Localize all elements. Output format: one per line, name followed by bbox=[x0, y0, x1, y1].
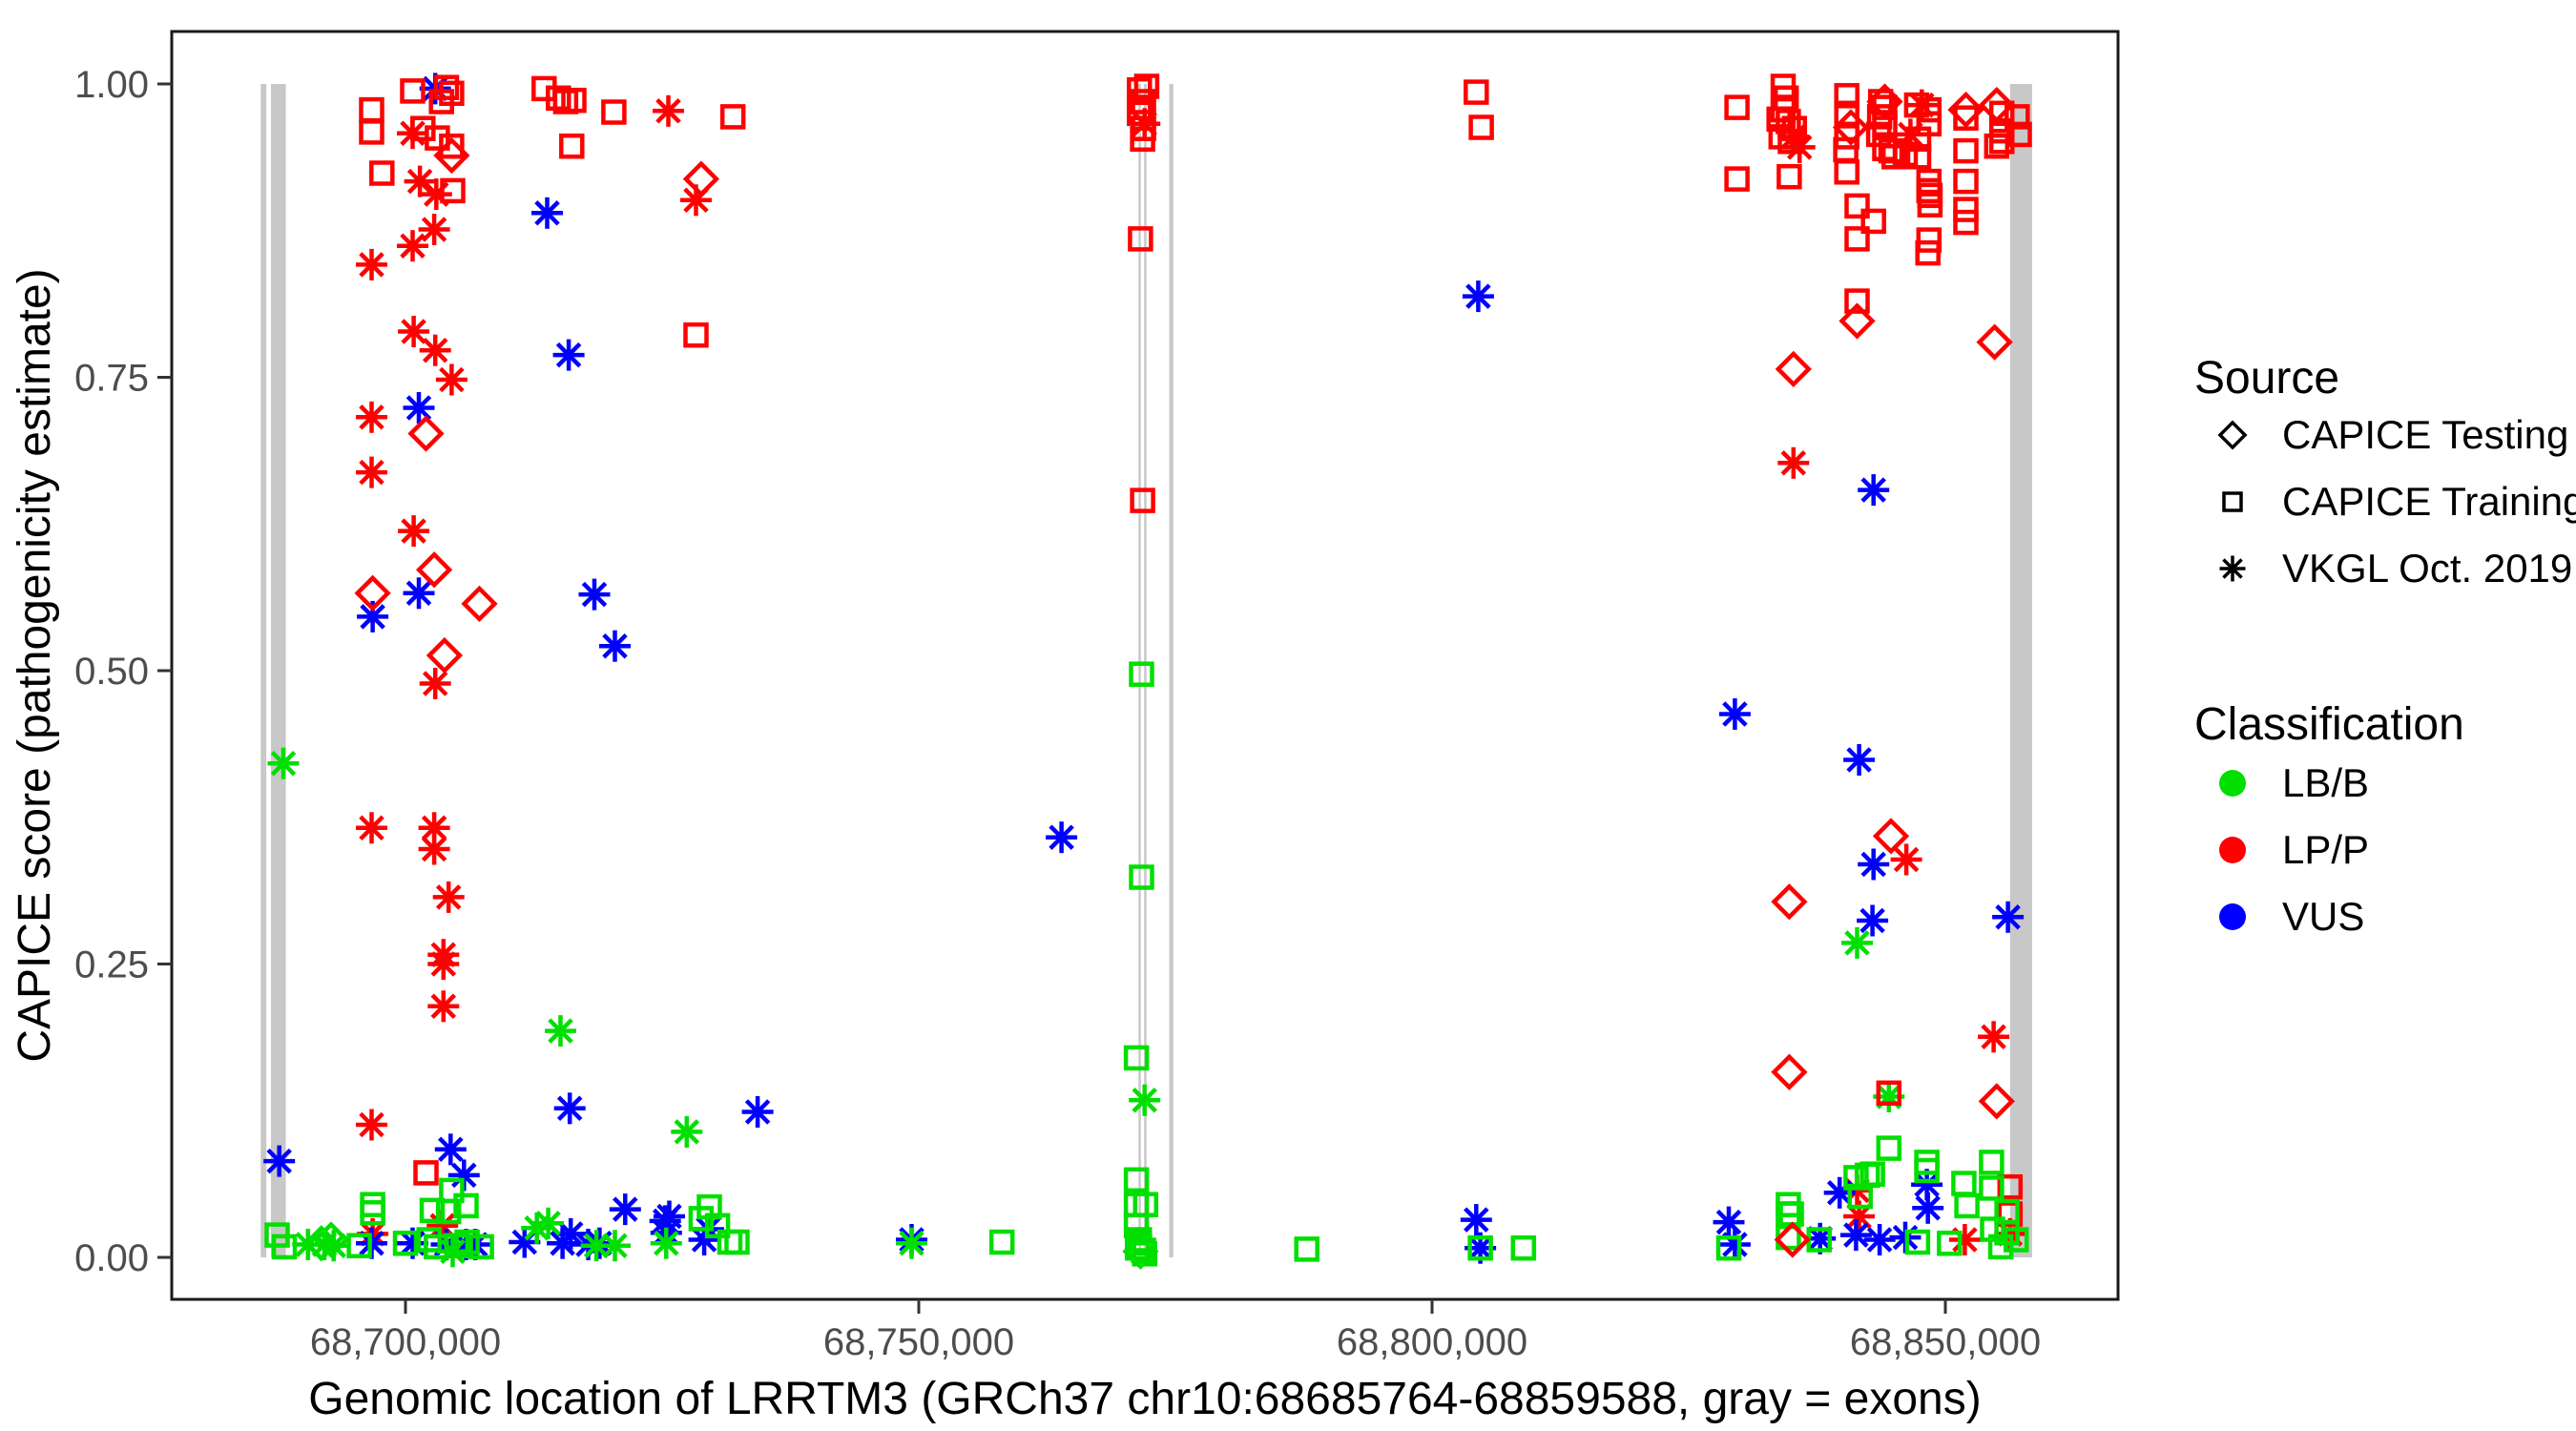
y-tick-label: 0.50 bbox=[74, 651, 149, 693]
data-points bbox=[263, 73, 2032, 1270]
y-tick-label: 0.25 bbox=[74, 944, 149, 986]
legend-classification-label: VUS bbox=[2282, 894, 2364, 939]
y-tick-label: 0.75 bbox=[74, 358, 149, 400]
x-tick-label: 68,700,000 bbox=[310, 1321, 501, 1363]
exon-bar bbox=[1138, 84, 1141, 1257]
legend-color-dot bbox=[2219, 837, 2246, 863]
series-capice-testing-lp-p bbox=[354, 83, 2015, 1258]
legend-source-item: CAPICE Training bbox=[2222, 479, 2576, 524]
exon-bar bbox=[260, 84, 267, 1257]
legend-color-dot bbox=[2219, 770, 2246, 797]
y-axis-title: CAPICE score (pathogenicity estimate) bbox=[10, 268, 60, 1062]
exon-bar bbox=[1144, 84, 1147, 1257]
legend: Source CAPICE Testing CAPICE Training VKGL … bbox=[2194, 353, 2576, 939]
legend-classification-item: LB/B bbox=[2219, 760, 2369, 805]
legend-color-dot bbox=[2219, 903, 2246, 930]
series-capice-training-lb-b bbox=[264, 661, 2029, 1267]
x-axis-title: Genomic location of LRRTM3 (GRCh37 chr10… bbox=[308, 1374, 1981, 1424]
legend-source-item: VKGL Oct. 2019 bbox=[2219, 546, 2572, 591]
y-tick-label: 1.00 bbox=[74, 64, 149, 106]
legend-source-item: CAPICE Testing bbox=[2217, 412, 2568, 457]
panel-border bbox=[170, 30, 2120, 1301]
series-vkgl-oct-2019-lb-b bbox=[267, 747, 1905, 1268]
legend-source-label: CAPICE Testing bbox=[2282, 412, 2568, 457]
x-tick-label: 68,850,000 bbox=[1850, 1321, 2041, 1363]
legend-source-title: Source bbox=[2194, 353, 2339, 404]
series-vkgl-oct-2019-lp-p bbox=[356, 89, 2026, 1255]
exon-bar bbox=[1169, 84, 1174, 1257]
x-tick-label: 68,800,000 bbox=[1337, 1321, 1527, 1363]
legend-classification-title: Classification bbox=[2194, 699, 2464, 750]
y-axis: 1.00 0.75 0.50 0.25 0.00 bbox=[74, 64, 172, 1279]
exon-bar bbox=[271, 84, 286, 1257]
legend-classification-label: LB/B bbox=[2282, 760, 2369, 805]
legend-classification-item: LP/P bbox=[2219, 827, 2369, 872]
legend-classification-item: VUS bbox=[2219, 894, 2364, 939]
legend-source-label: VKGL Oct. 2019 bbox=[2282, 546, 2572, 591]
y-tick-label: 0.00 bbox=[74, 1237, 149, 1279]
series-capice-testing-lb-b bbox=[302, 1221, 1159, 1270]
exon-bars bbox=[260, 84, 2032, 1257]
exon-bar bbox=[2009, 84, 2032, 1257]
legend-source-label: CAPICE Training bbox=[2282, 479, 2576, 524]
x-tick-label: 68,750,000 bbox=[823, 1321, 1014, 1363]
legend-classification-label: LP/P bbox=[2282, 827, 2369, 872]
x-axis: 68,700,000 68,750,000 68,800,000 68,850,000 bbox=[310, 1299, 2041, 1363]
series-capice-training-lp-p bbox=[359, 73, 2032, 1227]
